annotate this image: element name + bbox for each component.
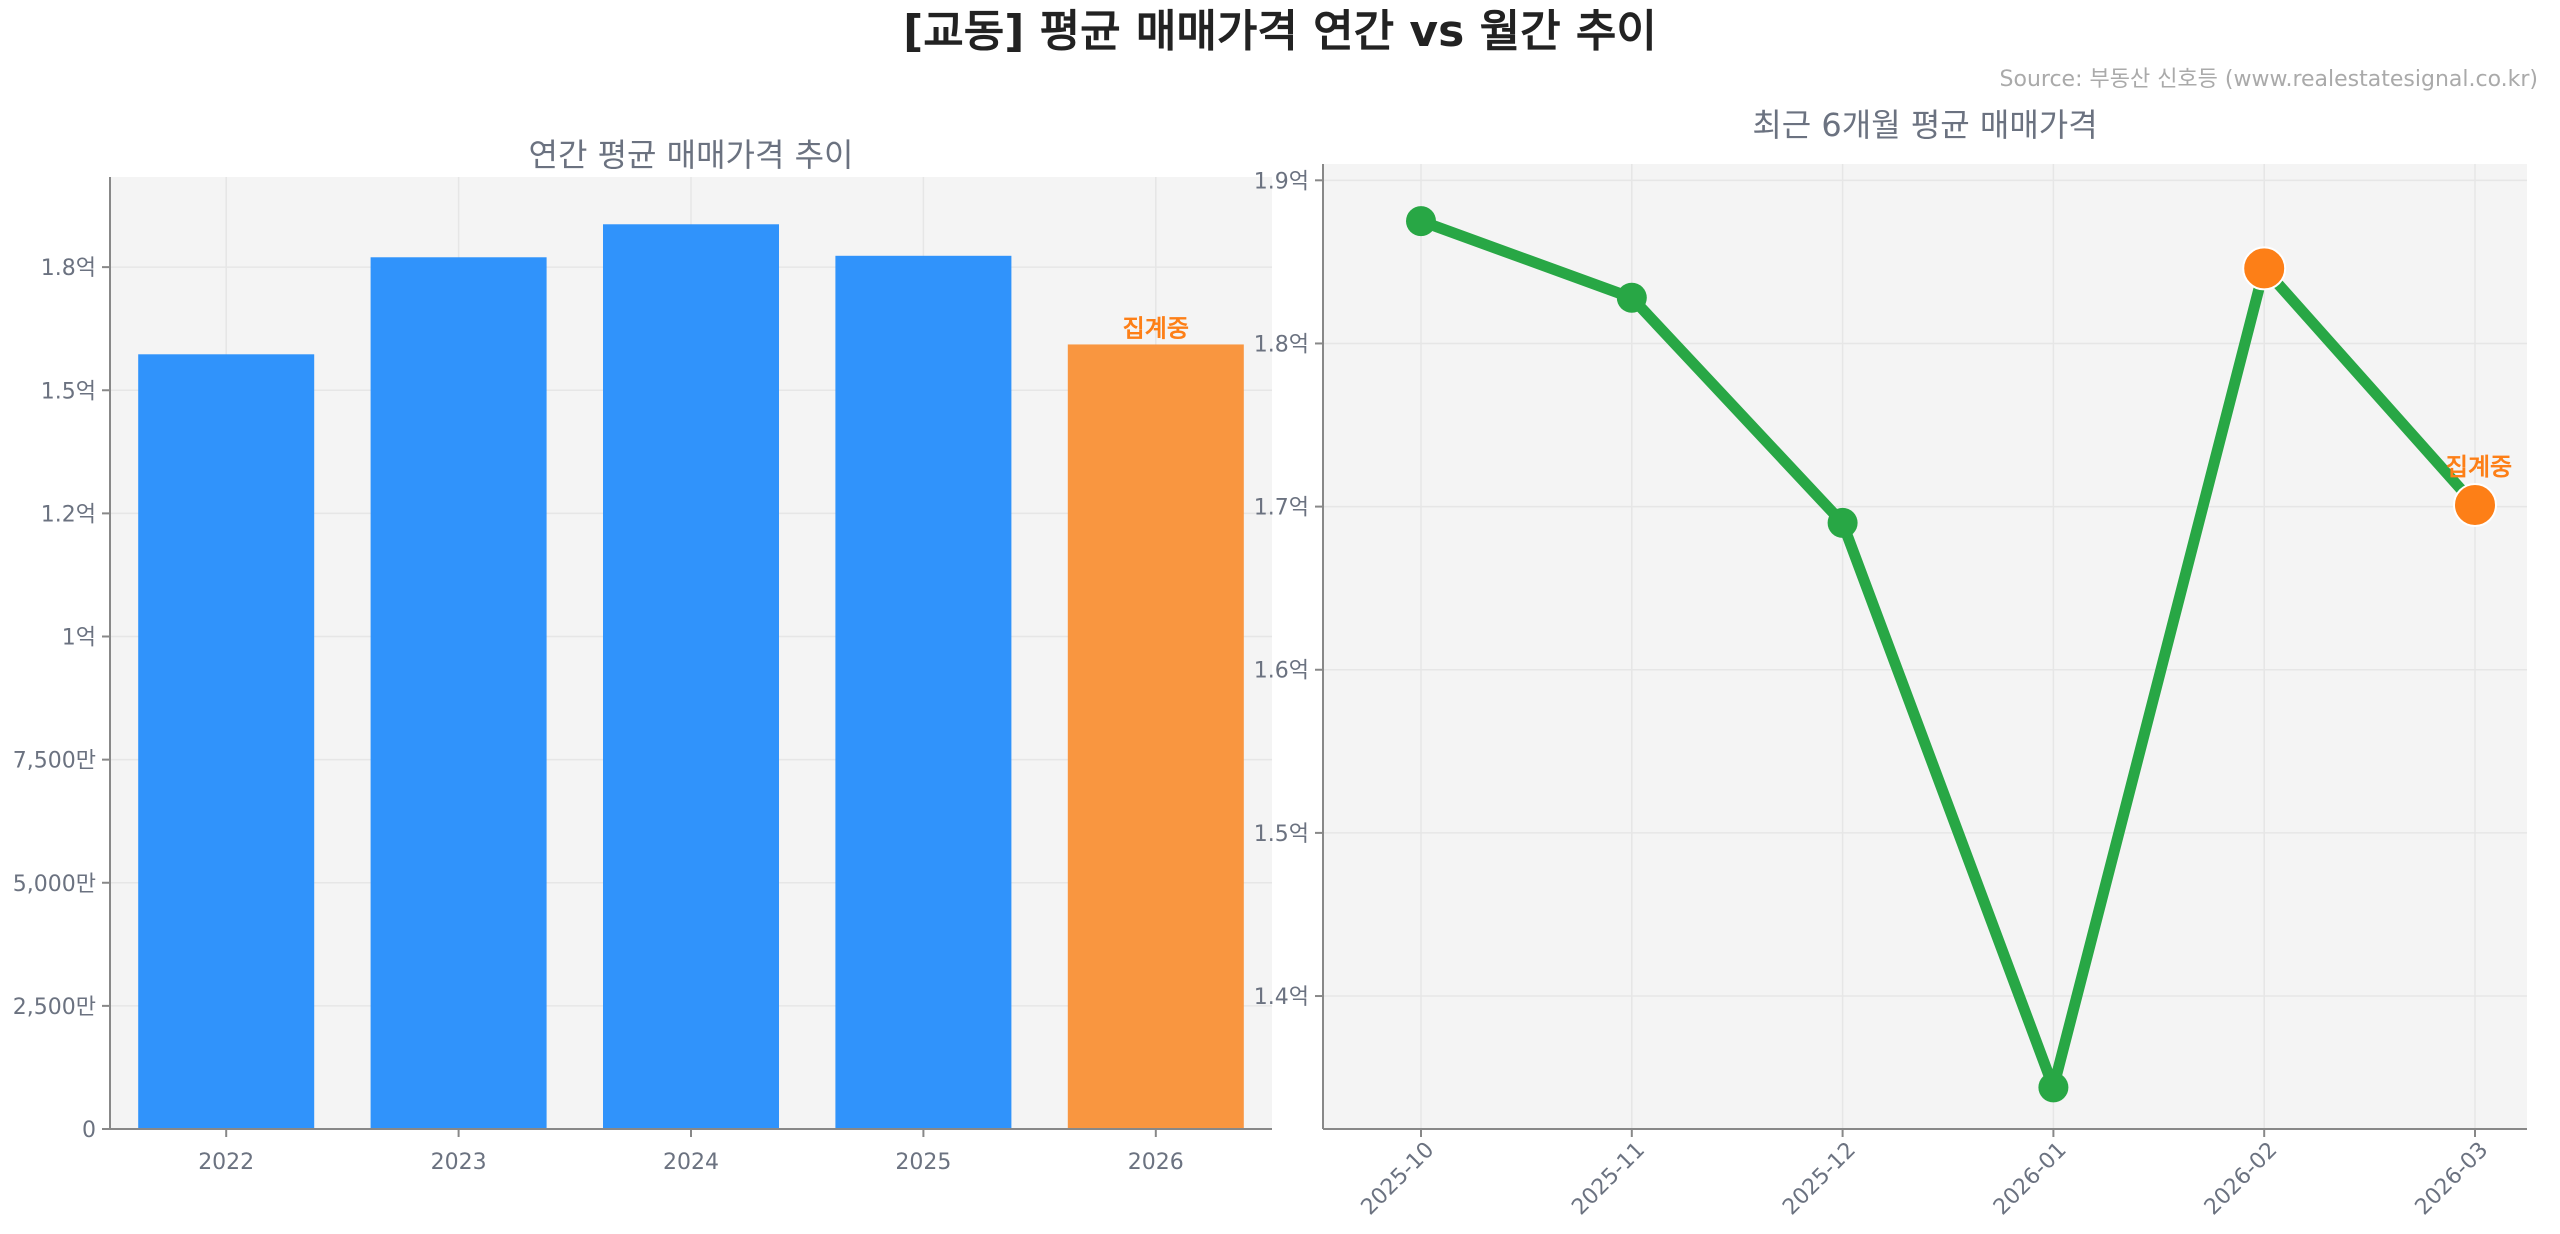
- y-tick-label: 1.9억: [1254, 169, 1309, 194]
- annual-bar-chart: 연간 평균 매매가격 추이 집계중 0 2,500만 5,000만 7,500만 1억 1.…: [13, 136, 1272, 1175]
- series-line: [1419, 215, 2480, 1093]
- data-point-2026-02: [2242, 246, 2287, 291]
- x-tick-label: 2023: [431, 1150, 487, 1175]
- monthly-line-chart: 최근 6개월 평균 매매가격 집계중 1.4억 1.5억 1.6억 1.7억 1.8억 1.…: [1254, 106, 2527, 1220]
- x-tick-label: 2026-02: [2200, 1138, 2283, 1221]
- bar-2022: [138, 354, 315, 1129]
- x-tick-label: 2026: [1128, 1150, 1184, 1175]
- y-tick-label: 1.8억: [41, 256, 96, 281]
- y-tick-label: 1.5억: [1254, 822, 1309, 847]
- y-tick-label: 5,000만: [13, 872, 96, 897]
- x-tick-label: 2026-01: [1989, 1138, 2072, 1221]
- y-tick-label: 1.8억: [1254, 332, 1309, 357]
- x-tick-label: 2025-10: [1357, 1138, 1440, 1221]
- data-point-2025-10: [1406, 206, 1436, 237]
- x-tick-label: 2025-11: [1567, 1138, 1650, 1221]
- data-point-2025-11: [1616, 282, 1647, 313]
- data-point-2026-01: [2038, 1072, 2069, 1103]
- y-tick-label: 7,500만: [13, 749, 96, 774]
- x-tick-label: 2024: [663, 1150, 719, 1175]
- data-point-2026-03: [2453, 482, 2497, 527]
- bar-2026: [1067, 344, 1244, 1129]
- data-point-2025-12: [1827, 507, 1858, 538]
- y-tick-label: 1.4억: [1254, 985, 1309, 1010]
- y-tick-label: 1.5억: [41, 379, 96, 404]
- y-tick-label: 1.6억: [1254, 659, 1309, 684]
- partial-data-label: 집계중: [1123, 314, 1189, 342]
- x-tick-label: 2026-03: [2411, 1138, 2494, 1221]
- y-tick-label: 2,500만: [13, 995, 96, 1020]
- y-tick-label: 1.2억: [41, 502, 96, 527]
- x-tick-label: 2025-12: [1778, 1138, 1861, 1221]
- y-tick-label: 1.7억: [1254, 496, 1309, 521]
- x-tick-label: 2025: [895, 1150, 951, 1175]
- y-tick-label: 0: [82, 1118, 96, 1143]
- partial-data-label: 집계중: [2446, 453, 2512, 481]
- figure-title: [교동] 평균 매매가격 연간 vs 월간 추이: [903, 6, 1657, 57]
- x-tick-label: 2022: [198, 1150, 254, 1175]
- line-chart-title: 최근 6개월 평균 매매가격: [1752, 106, 2097, 144]
- y-tick-label: 1억: [62, 626, 96, 651]
- bar-chart-title: 연간 평균 매매가격 추이: [529, 136, 854, 174]
- bar-2025: [835, 255, 1012, 1129]
- bar-2023: [370, 257, 547, 1129]
- plot-background: [1323, 164, 2527, 1129]
- bar-2024: [603, 224, 779, 1129]
- source-watermark: Source: 부동산 신호등 (www.realestatesignal.co…: [2000, 67, 2538, 92]
